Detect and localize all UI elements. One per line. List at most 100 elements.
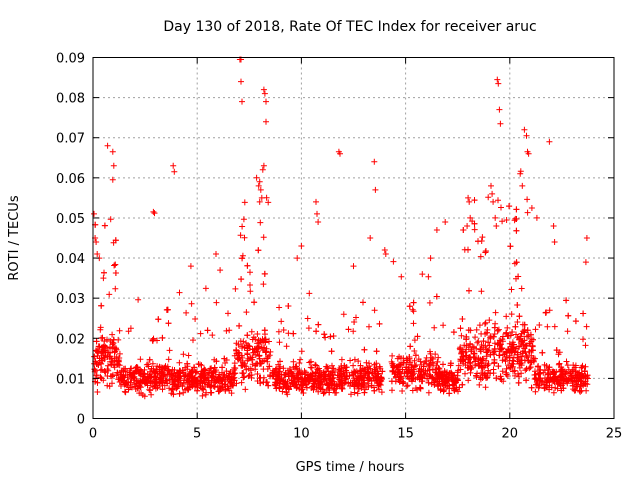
data-point [531, 372, 538, 378]
data-point [328, 348, 335, 355]
data-point [433, 293, 440, 300]
data-point [506, 203, 513, 210]
data-point [93, 372, 100, 379]
data-point [396, 353, 403, 360]
data-point [425, 379, 432, 386]
data-point [260, 234, 267, 241]
data-point [139, 392, 146, 398]
data-point [345, 326, 352, 333]
data-point [565, 366, 572, 373]
data-point [558, 387, 565, 394]
data-point [213, 299, 220, 306]
data-point [530, 355, 537, 362]
data-point [372, 366, 379, 373]
data-point [446, 390, 453, 397]
data-point [477, 374, 484, 381]
data-point [442, 382, 449, 389]
data-point [410, 320, 417, 327]
data-point [526, 365, 533, 372]
data-point [260, 162, 267, 169]
data-point [190, 364, 197, 371]
data-point [472, 362, 479, 369]
data-point [525, 150, 532, 157]
data-point [176, 390, 183, 397]
data-point [300, 390, 307, 396]
data-point [97, 374, 104, 381]
data-point [508, 311, 515, 318]
data-point [367, 235, 374, 241]
data-point [504, 333, 511, 339]
data-point [518, 353, 525, 360]
data-point [426, 361, 433, 367]
data-point [406, 354, 413, 360]
data-point [512, 323, 519, 330]
y-tick-label: 0.09 [56, 52, 85, 67]
data-point [513, 345, 519, 352]
data-point [411, 348, 418, 354]
data-point [524, 209, 531, 216]
data-point [357, 362, 364, 369]
data-point [503, 313, 510, 320]
data-point [337, 150, 343, 157]
data-point [296, 360, 303, 366]
data-point [495, 363, 502, 370]
data-point [313, 328, 320, 335]
data-point [475, 356, 482, 363]
data-point [518, 330, 525, 337]
data-point [484, 348, 491, 355]
data-point [208, 389, 215, 396]
data-point [403, 383, 410, 390]
data-point [491, 345, 498, 352]
data-point [241, 199, 248, 206]
data-point [238, 276, 245, 283]
data-point [328, 381, 335, 388]
data-point [449, 381, 456, 388]
data-point [261, 270, 268, 277]
data-point [490, 349, 497, 356]
data-point [116, 350, 123, 357]
data-point [95, 349, 102, 356]
data-point [156, 367, 163, 373]
data-point [119, 375, 126, 382]
data-point [487, 370, 494, 377]
data-point [360, 299, 366, 306]
data-point [494, 76, 501, 83]
data-point [164, 306, 171, 313]
data-point [314, 210, 320, 217]
data-point [523, 132, 530, 139]
data-point [396, 378, 403, 385]
data-point [258, 194, 265, 201]
data-point [336, 366, 343, 373]
data-point [411, 357, 418, 364]
data-point [148, 391, 155, 398]
data-point [102, 349, 109, 356]
data-point [522, 367, 529, 374]
data-point [429, 366, 436, 373]
data-point [101, 222, 108, 229]
data-point [532, 326, 539, 333]
data-point [533, 214, 540, 221]
data-point [362, 370, 369, 377]
data-point [221, 355, 228, 362]
data-point [276, 304, 283, 311]
data-point [283, 343, 290, 350]
data-point [514, 302, 521, 308]
data-point [486, 317, 493, 324]
data-point [111, 262, 118, 269]
data-point [276, 365, 283, 372]
data-point [511, 367, 518, 374]
data-point [536, 382, 543, 389]
data-point [208, 365, 215, 372]
data-point [334, 372, 341, 379]
data-point [243, 339, 249, 346]
data-point [381, 247, 388, 253]
data-point [546, 138, 553, 145]
y-tick-label: 0.07 [56, 132, 85, 147]
data-point [478, 288, 485, 295]
data-point [476, 381, 483, 388]
data-point [309, 370, 316, 377]
data-point [524, 333, 531, 340]
data-point [217, 267, 224, 274]
data-point [263, 379, 270, 386]
data-point [165, 366, 172, 373]
